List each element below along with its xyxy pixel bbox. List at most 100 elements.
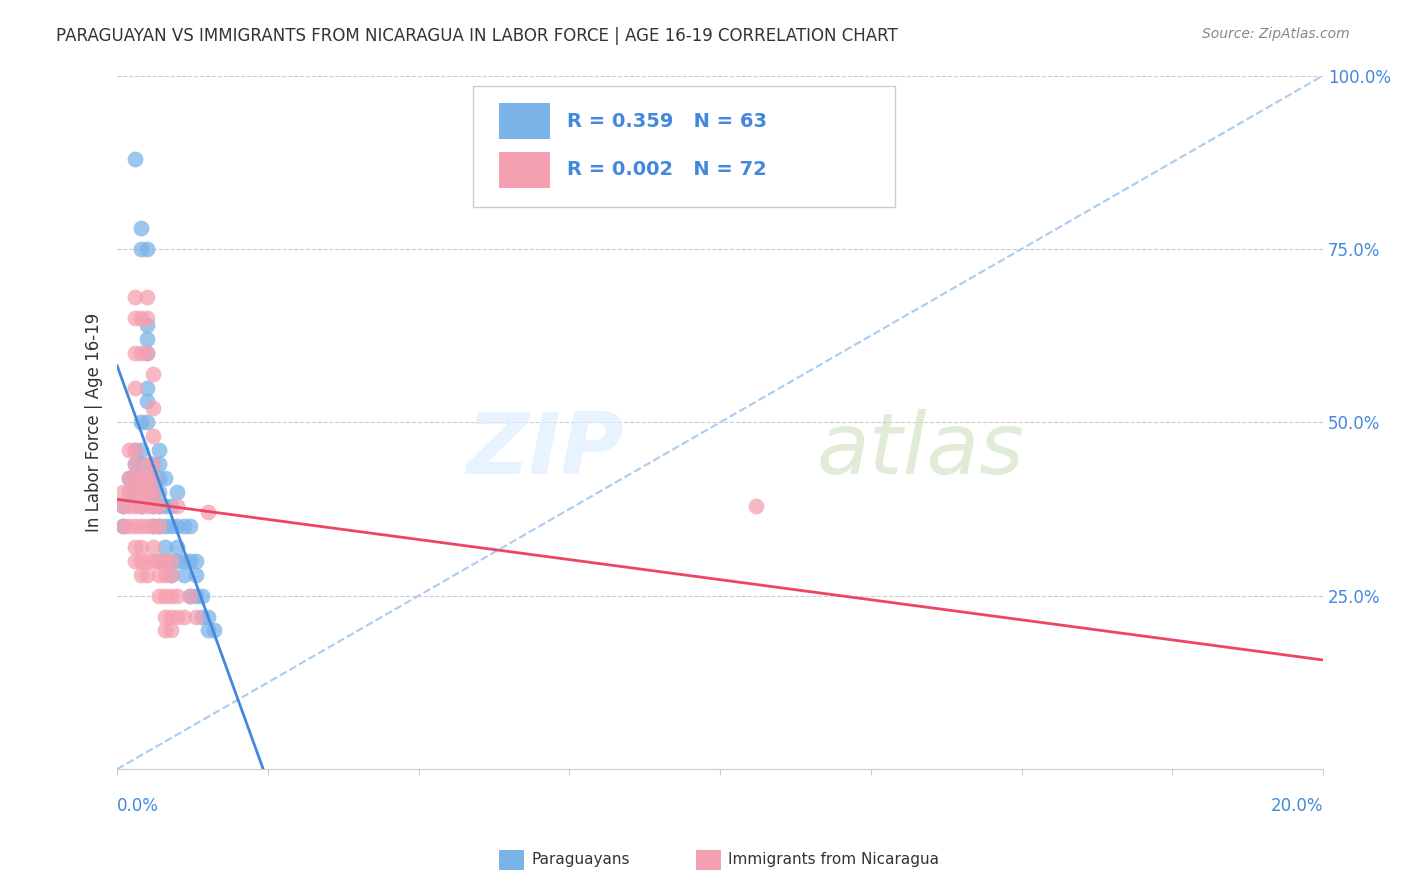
Point — [142, 457, 165, 471]
Point — [131, 415, 153, 429]
Point — [131, 242, 153, 256]
Point — [173, 567, 195, 582]
Point — [136, 346, 159, 360]
Point — [136, 290, 159, 304]
Point — [179, 589, 201, 603]
Point — [142, 554, 165, 568]
Point — [160, 567, 183, 582]
Point — [136, 332, 159, 346]
Point — [142, 367, 165, 381]
Point — [142, 484, 165, 499]
Point — [142, 471, 165, 485]
Point — [124, 471, 146, 485]
Text: ZIP: ZIP — [465, 409, 624, 491]
Point — [142, 499, 165, 513]
Point — [131, 311, 153, 326]
Point — [118, 443, 141, 458]
Point — [179, 589, 201, 603]
Text: Source: ZipAtlas.com: Source: ZipAtlas.com — [1202, 27, 1350, 41]
Point — [142, 429, 165, 443]
Point — [142, 471, 165, 485]
Point — [118, 499, 141, 513]
Point — [124, 484, 146, 499]
Point — [131, 457, 153, 471]
Point — [136, 554, 159, 568]
Point — [131, 540, 153, 554]
Text: R = 0.359   N = 63: R = 0.359 N = 63 — [567, 112, 768, 131]
Point — [155, 519, 177, 533]
Point — [148, 519, 170, 533]
Point — [136, 471, 159, 485]
Point — [142, 499, 165, 513]
Point — [124, 346, 146, 360]
Point — [124, 540, 146, 554]
Point — [112, 484, 135, 499]
Point — [155, 624, 177, 638]
Point — [173, 554, 195, 568]
Point — [124, 484, 146, 499]
Point — [155, 499, 177, 513]
Point — [136, 394, 159, 409]
Point — [136, 415, 159, 429]
Point — [155, 567, 177, 582]
Point — [142, 519, 165, 533]
Point — [166, 589, 188, 603]
Point — [131, 484, 153, 499]
Point — [124, 457, 146, 471]
Point — [184, 609, 207, 624]
Point — [160, 567, 183, 582]
Point — [160, 609, 183, 624]
Text: PARAGUAYAN VS IMMIGRANTS FROM NICARAGUA IN LABOR FORCE | AGE 16-19 CORRELATION C: PARAGUAYAN VS IMMIGRANTS FROM NICARAGUA … — [56, 27, 898, 45]
Y-axis label: In Labor Force | Age 16-19: In Labor Force | Age 16-19 — [86, 313, 103, 532]
Point — [124, 443, 146, 458]
Point — [118, 471, 141, 485]
Point — [136, 471, 159, 485]
Point — [155, 589, 177, 603]
Point — [148, 567, 170, 582]
Point — [136, 381, 159, 395]
Bar — [499, 103, 550, 139]
Point — [124, 554, 146, 568]
Point — [166, 554, 188, 568]
Point — [124, 311, 146, 326]
Point — [160, 554, 183, 568]
Point — [112, 499, 135, 513]
Point — [131, 443, 153, 458]
Point — [131, 471, 153, 485]
Point — [148, 554, 170, 568]
Point — [166, 499, 188, 513]
Point — [197, 624, 219, 638]
Point — [179, 519, 201, 533]
Point — [136, 318, 159, 333]
Point — [173, 519, 195, 533]
Point — [197, 609, 219, 624]
Point — [142, 540, 165, 554]
Point — [202, 624, 225, 638]
Point — [184, 554, 207, 568]
Point — [136, 499, 159, 513]
Point — [148, 519, 170, 533]
Point — [160, 589, 183, 603]
Point — [112, 499, 135, 513]
Point — [131, 567, 153, 582]
Point — [148, 499, 170, 513]
Point — [112, 519, 135, 533]
Point — [190, 589, 212, 603]
Point — [184, 567, 207, 582]
Point — [745, 499, 768, 513]
Point — [179, 554, 201, 568]
Point — [148, 554, 170, 568]
Point — [160, 554, 183, 568]
Point — [160, 519, 183, 533]
Point — [148, 589, 170, 603]
Point — [155, 554, 177, 568]
Point — [124, 290, 146, 304]
Point — [142, 457, 165, 471]
Point — [124, 457, 146, 471]
Point — [112, 519, 135, 533]
FancyBboxPatch shape — [472, 86, 896, 207]
Point — [142, 401, 165, 416]
Text: 0.0%: 0.0% — [117, 797, 159, 814]
Point — [131, 554, 153, 568]
Point — [118, 519, 141, 533]
